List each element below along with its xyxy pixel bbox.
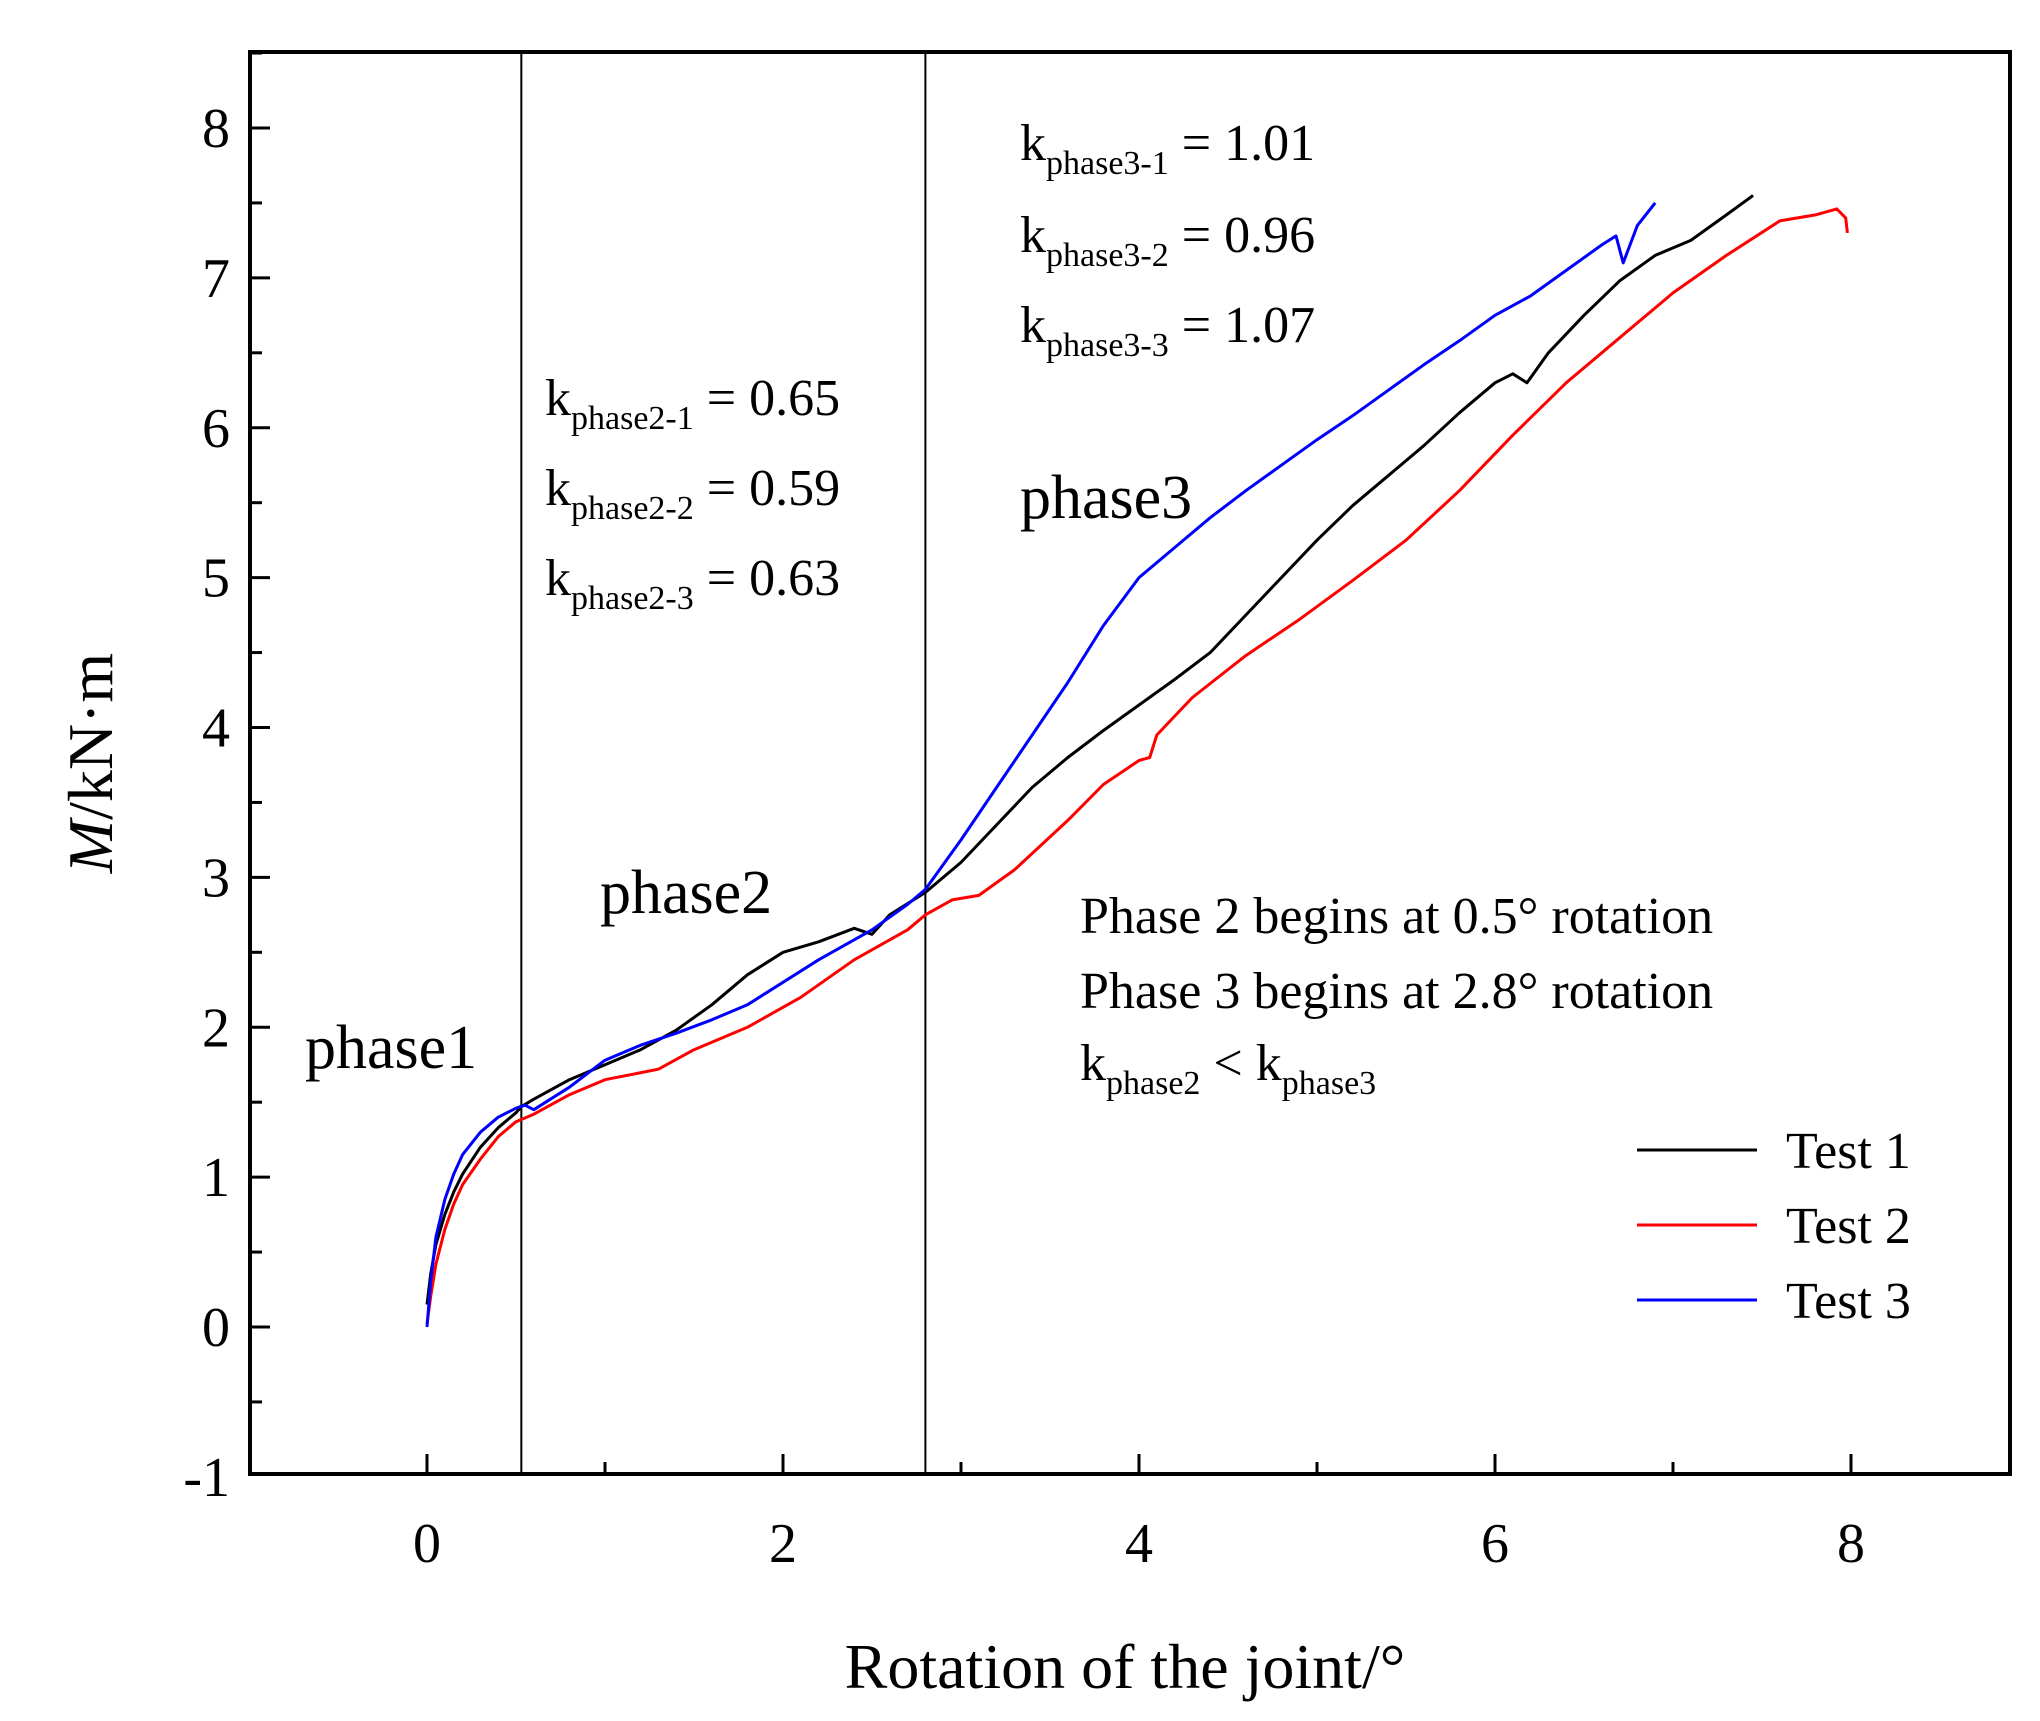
k-value: = 0.63 — [694, 550, 840, 607]
phase1-label: phase1 — [305, 1014, 477, 1082]
plot-frame — [248, 50, 2012, 1476]
k-symbol: k — [1256, 1035, 1282, 1092]
phase3-label: phase3 — [1020, 464, 1192, 532]
y-axis-title-var: M — [55, 816, 126, 874]
k-value: = 1.01 — [1169, 115, 1315, 172]
k-symbol: k — [1020, 115, 1046, 172]
k-value: = 1.07 — [1169, 297, 1315, 354]
k-symbol: k — [1080, 1035, 1106, 1092]
k-subscript: phase2-1 — [571, 400, 694, 437]
k-subscript: phase2-3 — [571, 580, 694, 617]
y-tick-label: 3 — [202, 847, 230, 909]
phase-divider-lines — [520, 52, 927, 1474]
x-tick-label: 0 — [413, 1513, 441, 1575]
x-tick-label: 2 — [769, 1513, 797, 1575]
y-axis-title-unit: /kN·m — [55, 653, 126, 820]
note-phase3-begin: Phase 3 begins at 2.8° rotation — [1080, 963, 1713, 1020]
y-tick-label: 2 — [202, 997, 230, 1059]
x-tick-label: 8 — [1837, 1513, 1865, 1575]
phase2-label: phase2 — [600, 859, 772, 927]
k-symbol: k — [1020, 207, 1046, 264]
k-symbol: k — [545, 370, 571, 427]
legend-label-test2: Test 2 — [1786, 1198, 1911, 1255]
y-tick-label: 7 — [202, 248, 230, 310]
k-subscript: phase3-1 — [1046, 145, 1169, 182]
y-tick-label: 6 — [202, 398, 230, 460]
k-subscript: phase3-2 — [1046, 237, 1169, 274]
y-tick-label: 5 — [202, 548, 230, 610]
k-phase2-1-label: kphase2-1 = 0.65 — [545, 370, 840, 437]
x-tick-label: 6 — [1481, 1513, 1509, 1575]
legend: Test 1 Test 2 Test 3 — [1637, 1123, 1911, 1330]
y-tick-label: 0 — [202, 1297, 230, 1359]
k-subscript: phase3-3 — [1046, 327, 1169, 364]
x-tick-label: 4 — [1125, 1513, 1153, 1575]
k-subscript: phase3 — [1282, 1065, 1376, 1102]
k-value: = 0.96 — [1169, 207, 1315, 264]
k-phase3-2-label: kphase3-2 = 0.96 — [1020, 207, 1315, 274]
x-axis-title: Rotation of the joint/° — [845, 1631, 1406, 1702]
k-subscript: phase2-2 — [571, 490, 694, 527]
y-tick-label: 1 — [202, 1147, 230, 1209]
y-tick-label: 8 — [202, 98, 230, 160]
series-line-test3 — [425, 201, 1657, 1328]
series-line-test1 — [425, 194, 1754, 1305]
k-value: = 0.65 — [694, 370, 840, 427]
k-phase3-3-label: kphase3-3 = 1.07 — [1020, 297, 1315, 364]
legend-label-test1: Test 1 — [1786, 1123, 1911, 1180]
k-phase3-1-label: kphase3-1 = 1.01 — [1020, 115, 1315, 182]
k-phase2-2-label: kphase2-2 = 0.59 — [545, 460, 840, 527]
legend-label-test3: Test 3 — [1786, 1273, 1911, 1330]
k-subscript: phase2 — [1106, 1065, 1200, 1102]
note-phase2-begin: Phase 2 begins at 0.5° rotation — [1080, 888, 1713, 945]
x-ticks: 0 2 4 6 8 — [413, 1454, 1865, 1575]
series-line-test2 — [425, 207, 1849, 1325]
k-symbol: k — [545, 460, 571, 517]
y-tick-label: 4 — [202, 698, 230, 760]
series-lines — [425, 194, 1849, 1328]
y-tick-label: -1 — [183, 1447, 230, 1509]
y-axis-title: M/kN·m — [55, 653, 126, 874]
less-than: < — [1200, 1035, 1255, 1092]
y-ticks: -1 0 1 2 3 4 5 6 7 8 — [183, 51, 270, 1509]
k-phase2-3-label: kphase2-3 = 0.63 — [545, 550, 840, 617]
note-k-compare: kphase2 < kphase3 — [1080, 1035, 1376, 1102]
k-symbol: k — [1020, 297, 1046, 354]
k-value: = 0.59 — [694, 460, 840, 517]
k-symbol: k — [545, 550, 571, 607]
